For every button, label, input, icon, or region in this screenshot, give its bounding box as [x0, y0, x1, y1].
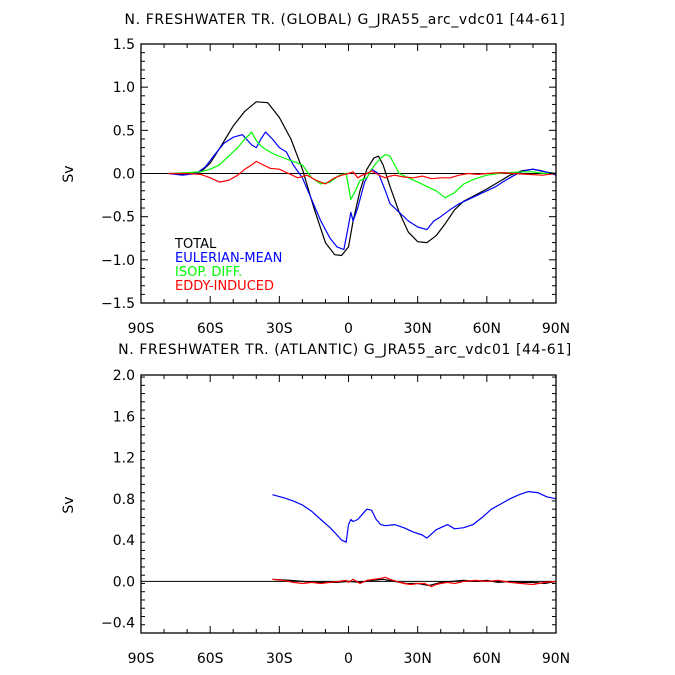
chart-global-x-tick-label: 30N [404, 321, 432, 337]
chart-global-y-tick-label: 1.0 [113, 80, 135, 96]
chart-atlantic: N. FRESHWATER TR. (ATLANTIC) G_JRA55_arc… [61, 342, 572, 667]
chart-global-x-tick-label: 0 [344, 321, 353, 337]
chart-atlantic-y-tick-label: 1.2 [113, 451, 135, 467]
chart-global-title: N. FRESHWATER TR. (GLOBAL) G_JRA55_arc_v… [125, 12, 566, 28]
chart-atlantic-x-tick-label: 60S [197, 651, 224, 667]
legend: TOTAL EULERIAN-MEAN ISOP. DIFF. EDDY-IND… [174, 237, 282, 294]
chart-global-series-eulerian-mean [168, 131, 557, 251]
chart-global-series-eddy-induced [168, 160, 557, 185]
chart-global-y-tick-label: 0.0 [113, 167, 135, 183]
chart-global-y-tick-label: −1.5 [101, 296, 135, 312]
chart-global-y-tick-label: 0.5 [113, 123, 135, 139]
chart-atlantic-y-tick-label: 0.8 [113, 492, 135, 508]
chart-global-x-tick-label: 90S [128, 321, 155, 337]
chart-global-x-tick-label: 60S [197, 321, 224, 337]
chart-global-y-tick-label: 1.5 [113, 37, 135, 53]
legend-eulerian-mean: EULERIAN-MEAN [175, 251, 282, 266]
chart-atlantic-x-tick-label: 90S [128, 651, 155, 667]
chart-global-x-tick-label: 90N [542, 321, 570, 337]
chart-global-x-tick-label: 30S [266, 321, 293, 337]
chart-atlantic-y-tick-label: 1.6 [113, 409, 135, 425]
chart-atlantic-y-tick-label: 0.4 [113, 533, 135, 549]
chart-atlantic-y-tick-label: 2.0 [113, 368, 135, 384]
chart-atlantic-x-tick-label: 0 [344, 651, 353, 667]
chart-global-series-total [168, 101, 557, 257]
chart-global-y-tick-label: −1.0 [101, 253, 135, 269]
chart-global-y-axis-label: Sv [61, 165, 77, 182]
chart-atlantic-x-tick-label: 30N [404, 651, 432, 667]
chart-atlantic-y-tick-label: 0.0 [113, 574, 135, 590]
chart-atlantic-title: N. FRESHWATER TR. (ATLANTIC) G_JRA55_arc… [118, 342, 572, 358]
chart-atlantic-x-tick-label: 90N [542, 651, 570, 667]
chart-global: N. FRESHWATER TR. (GLOBAL) G_JRA55_arc_v… [61, 12, 570, 337]
chart-atlantic-series-eddy-induced [272, 576, 557, 588]
chart-atlantic-y-axis-label: Sv [61, 496, 77, 513]
legend-isop-diff: ISOP. DIFF. [175, 265, 242, 280]
chart-global-series-isop-diff [168, 131, 556, 200]
chart-atlantic-x-tick-label: 30S [266, 651, 293, 667]
chart-atlantic-x-tick-label: 60N [473, 651, 501, 667]
chart-atlantic-plot-frame [140, 374, 557, 634]
chart-global-y-tick-label: −0.5 [101, 210, 135, 226]
chart-atlantic-y-tick-label: −0.4 [101, 616, 135, 632]
legend-total: TOTAL [174, 237, 217, 252]
chart-atlantic-series-eulerian-mean [272, 491, 557, 543]
chart-global-x-tick-label: 60N [473, 321, 501, 337]
legend-eddy-induced: EDDY-INDUCED [175, 279, 274, 294]
